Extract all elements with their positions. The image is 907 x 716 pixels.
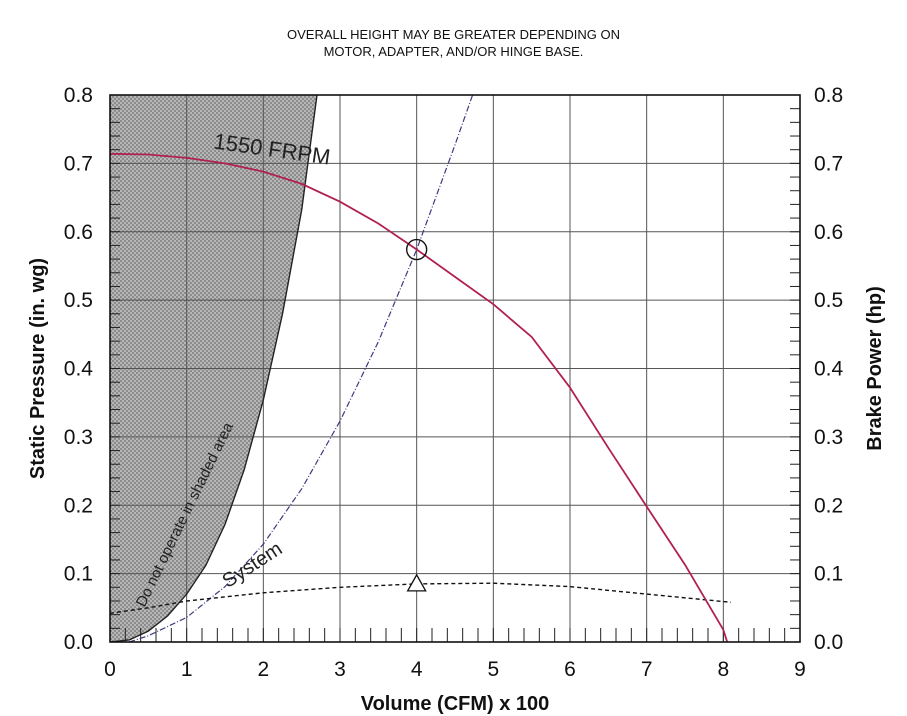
y-left-tick-label: 0.4 [64,358,94,381]
x-tick-label: 1 [181,658,193,681]
system-curve-label: System [218,538,286,593]
x-tick-label: 6 [564,658,576,681]
markers [405,238,428,592]
y-right-tick-label: 0.0 [814,631,843,654]
chart-note-line-2: MOTOR, ADAPTER, AND/OR HINGE BASE. [323,44,584,59]
axis-labels: 0 1 2 3 4 5 6 7 8 9 0.0 0.0 0.1 0.1 0.2 0.2 0.3 0.3 0.4 0.4… [27,84,886,715]
fan-curve-1550-frpm [110,152,729,642]
y-right-tick-label: 0.6 [814,221,843,244]
y-right-tick-label: 0.4 [814,358,844,381]
do-not-operate-boundary-line [110,95,318,642]
y-left-tick-label: 0.8 [64,84,93,107]
y-left-tick-label: 0.3 [64,426,93,449]
system-curve [129,95,474,642]
y-right-tick-label: 0.3 [814,426,843,449]
y-left-tick-label: 0.7 [64,152,93,175]
y-right-tick-label: 0.2 [814,494,843,517]
y-left-tick-label: 0.1 [64,563,93,586]
x-tick-label: 2 [257,658,269,681]
plot-frame [109,94,801,643]
y-left-tick-label: 0.6 [64,221,93,244]
y-right-tick-label: 0.1 [814,563,843,586]
y-axis-right-label: Brake Power (hp) [864,286,886,450]
y-right-tick-label: 0.5 [814,289,843,312]
axis-ticks [109,94,801,643]
x-tick-label: 5 [487,658,499,681]
x-axis-label: Volume (CFM) x 100 [361,693,550,715]
x-tick-label: 4 [411,658,423,681]
y-left-tick-label: 0.5 [64,289,93,312]
x-tick-label: 7 [641,658,653,681]
y-axis-left-label: Static Pressure (in. wg) [27,258,49,479]
brake-power-point-marker [406,573,427,592]
y-right-tick-label: 0.7 [814,152,843,175]
operating-point-marker [405,238,428,261]
series-lines [110,95,732,642]
grid [110,95,800,642]
plot-border [109,94,801,643]
x-tick-label: 9 [794,658,806,681]
x-tick-label: 8 [717,658,729,681]
x-tick-label: 0 [104,658,116,681]
y-left-tick-label: 0.0 [64,631,93,654]
x-tick-label: 3 [334,658,346,681]
y-right-tick-label: 0.8 [814,84,843,107]
brake-power-curve [110,582,732,614]
chart-note-line-1: OVERALL HEIGHT MAY BE GREATER DEPENDING … [286,27,621,42]
y-left-tick-label: 0.2 [64,494,93,517]
